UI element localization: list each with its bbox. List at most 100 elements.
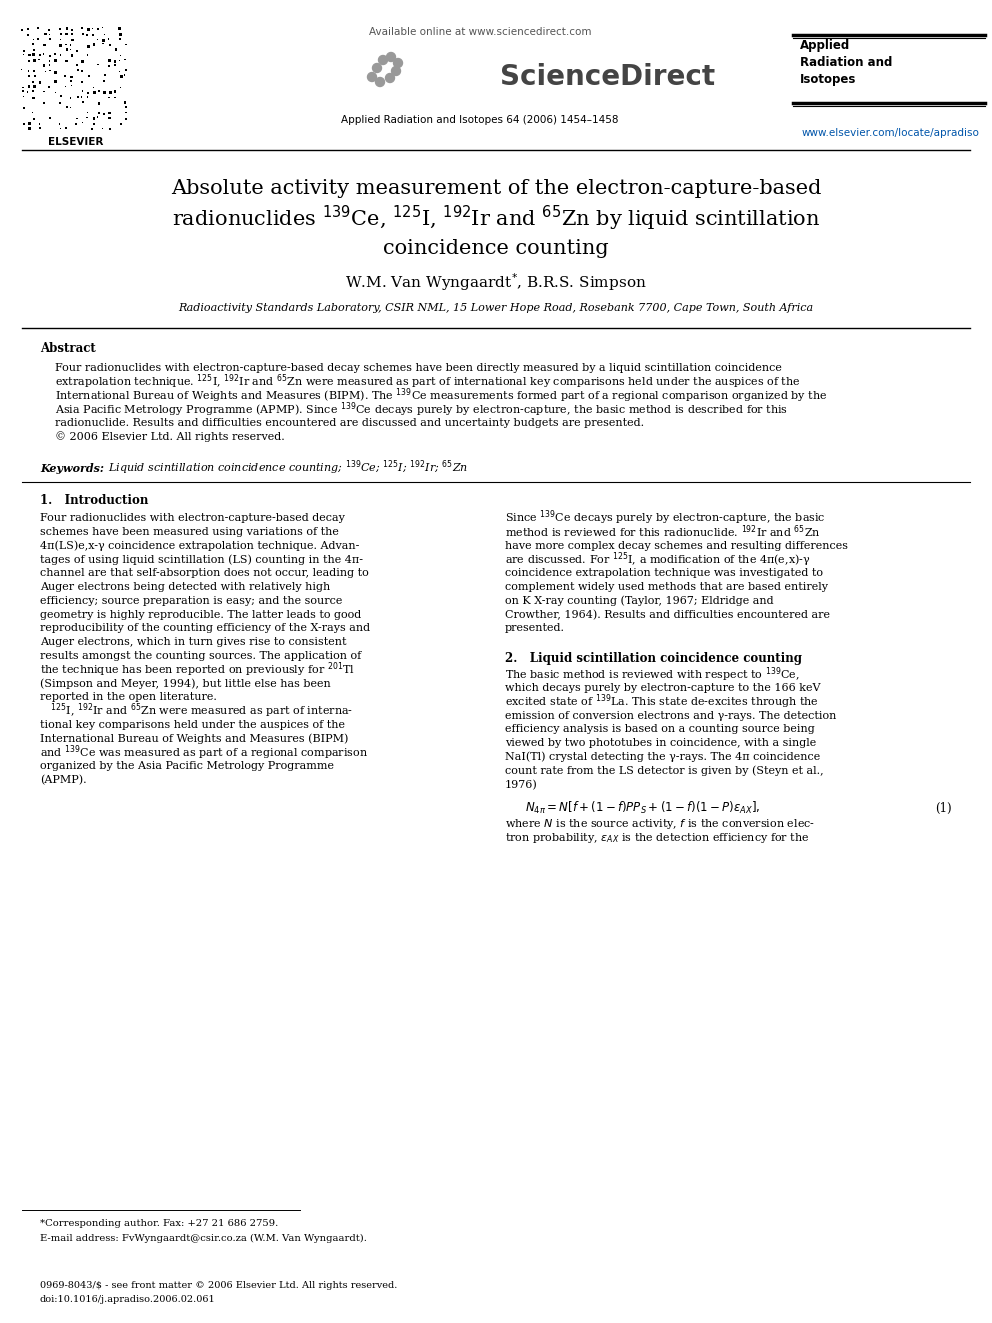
Bar xyxy=(70,91,73,94)
Text: The basic method is reviewed with respect to $^{139}$Ce,: The basic method is reviewed with respec… xyxy=(505,665,800,684)
Bar xyxy=(97,90,100,93)
Bar xyxy=(103,74,106,77)
Bar xyxy=(97,70,99,73)
Text: radionuclide. Results and difficulties encountered are discussed and uncertainty: radionuclide. Results and difficulties e… xyxy=(55,418,644,429)
Circle shape xyxy=(386,74,395,82)
Text: on K X-ray counting (Taylor, 1967; Eldridge and: on K X-ray counting (Taylor, 1967; Eldri… xyxy=(505,595,774,606)
Bar xyxy=(50,44,52,46)
Text: 0969-8043/$ - see front matter © 2006 Elsevier Ltd. All rights reserved.: 0969-8043/$ - see front matter © 2006 El… xyxy=(40,1281,398,1290)
Bar xyxy=(50,116,52,119)
Text: efficiency analysis is based on a counting source being: efficiency analysis is based on a counti… xyxy=(505,725,814,734)
Bar xyxy=(92,97,93,98)
Text: which decays purely by electron-capture to the 166 keV: which decays purely by electron-capture … xyxy=(505,683,820,693)
Text: Applied Radiation and Isotopes 64 (2006) 1454–1458: Applied Radiation and Isotopes 64 (2006)… xyxy=(341,115,619,124)
Bar xyxy=(120,123,121,124)
Text: excited state of $^{139}$La. This state de-excites through the: excited state of $^{139}$La. This state … xyxy=(505,692,818,710)
Bar xyxy=(29,86,31,89)
Bar xyxy=(103,106,106,108)
Bar xyxy=(39,33,42,36)
Text: geometry is highly reproducible. The latter leads to good: geometry is highly reproducible. The lat… xyxy=(40,610,361,619)
Bar xyxy=(43,65,46,66)
Bar xyxy=(22,128,25,131)
Bar xyxy=(70,44,72,46)
Bar xyxy=(118,102,121,103)
Bar xyxy=(55,54,57,57)
Bar xyxy=(86,123,88,126)
Text: reported in the open literature.: reported in the open literature. xyxy=(40,692,217,703)
Text: 2.   Liquid scintillation coincidence counting: 2. Liquid scintillation coincidence coun… xyxy=(505,652,802,664)
Circle shape xyxy=(394,58,403,67)
Bar xyxy=(81,118,84,119)
Text: radionuclides $^{139}$Ce, $^{125}$I, $^{192}$Ir and $^{65}$Zn by liquid scintill: radionuclides $^{139}$Ce, $^{125}$I, $^{… xyxy=(172,204,820,233)
Text: E-mail address: FvWyngaardt@csir.co.za (W.M. Van Wyngaardt).: E-mail address: FvWyngaardt@csir.co.za (… xyxy=(40,1233,367,1242)
Text: emission of conversion electrons and γ-rays. The detection: emission of conversion electrons and γ-r… xyxy=(505,710,836,721)
Text: $^{125}$I, $^{192}$Ir and $^{65}$Zn were measured as part of interna-: $^{125}$I, $^{192}$Ir and $^{65}$Zn were… xyxy=(40,703,353,721)
Bar xyxy=(75,28,78,30)
Text: count rate from the LS detector is given by (Steyn et al.,: count rate from the LS detector is given… xyxy=(505,766,823,777)
Text: complement widely used methods that are based entirely: complement widely used methods that are … xyxy=(505,582,828,591)
Bar xyxy=(87,86,89,89)
Bar xyxy=(82,97,84,99)
Circle shape xyxy=(373,64,382,73)
Circle shape xyxy=(379,56,388,65)
Text: 1.   Introduction: 1. Introduction xyxy=(40,493,149,507)
Text: (APMP).: (APMP). xyxy=(40,775,86,786)
Bar xyxy=(97,48,99,50)
Text: viewed by two phototubes in coincidence, with a single: viewed by two phototubes in coincidence,… xyxy=(505,738,816,749)
Bar xyxy=(97,127,100,130)
Bar xyxy=(55,26,57,29)
Bar xyxy=(102,86,104,89)
Circle shape xyxy=(376,78,385,86)
Bar xyxy=(45,33,47,36)
Bar xyxy=(22,44,24,45)
Bar xyxy=(71,85,73,89)
Bar xyxy=(60,44,62,46)
Bar xyxy=(75,70,78,73)
Bar xyxy=(75,79,77,82)
Bar xyxy=(76,95,78,97)
Text: Crowther, 1964). Results and difficulties encountered are: Crowther, 1964). Results and difficultie… xyxy=(505,610,830,619)
Text: 4π(LS)e,x-γ coincidence extrapolation technique. Advan-: 4π(LS)e,x-γ coincidence extrapolation te… xyxy=(40,540,359,550)
Bar xyxy=(103,37,104,40)
Text: NaI(Tl) crystal detecting the γ-rays. The 4π coincidence: NaI(Tl) crystal detecting the γ-rays. Th… xyxy=(505,751,820,762)
Bar xyxy=(49,49,51,50)
Text: (1): (1) xyxy=(935,802,951,815)
Bar xyxy=(38,56,40,58)
Text: © 2006 Elsevier Ltd. All rights reserved.: © 2006 Elsevier Ltd. All rights reserved… xyxy=(55,431,285,442)
Bar xyxy=(109,40,112,41)
Text: Auger electrons being detected with relatively high: Auger electrons being detected with rela… xyxy=(40,582,330,591)
Bar xyxy=(96,122,98,123)
Bar xyxy=(38,107,41,110)
Text: tional key comparisons held under the auspices of the: tional key comparisons held under the au… xyxy=(40,720,345,730)
Text: the technique has been reported on previously for $^{201}$Tl: the technique has been reported on previ… xyxy=(40,660,355,679)
Bar xyxy=(103,95,106,98)
Bar xyxy=(120,116,122,119)
Bar xyxy=(125,75,127,77)
Bar xyxy=(33,42,35,45)
Bar xyxy=(43,81,45,82)
Bar xyxy=(54,44,56,46)
Bar xyxy=(32,49,35,52)
Bar xyxy=(45,123,46,124)
Bar xyxy=(93,75,94,77)
Bar xyxy=(125,81,127,82)
Text: and $^{139}$Ce was measured as part of a regional comparison: and $^{139}$Ce was measured as part of a… xyxy=(40,744,368,762)
Bar xyxy=(76,128,79,131)
Bar xyxy=(27,64,28,66)
Bar xyxy=(33,116,35,119)
Bar xyxy=(55,95,57,98)
Bar xyxy=(33,112,36,115)
Bar xyxy=(43,60,45,61)
Text: coincidence counting: coincidence counting xyxy=(383,238,609,258)
Bar xyxy=(103,90,105,93)
Bar xyxy=(71,123,72,124)
Bar xyxy=(80,54,83,57)
Bar xyxy=(64,75,67,78)
Text: method is reviewed for this radionuclide. $^{192}$Ir and $^{65}$Zn: method is reviewed for this radionuclide… xyxy=(505,524,820,540)
Text: schemes have been measured using variations of the: schemes have been measured using variati… xyxy=(40,527,339,537)
Bar xyxy=(119,44,121,46)
Bar xyxy=(56,116,58,119)
Bar xyxy=(91,111,94,114)
Bar xyxy=(92,102,93,103)
Bar xyxy=(66,122,68,124)
